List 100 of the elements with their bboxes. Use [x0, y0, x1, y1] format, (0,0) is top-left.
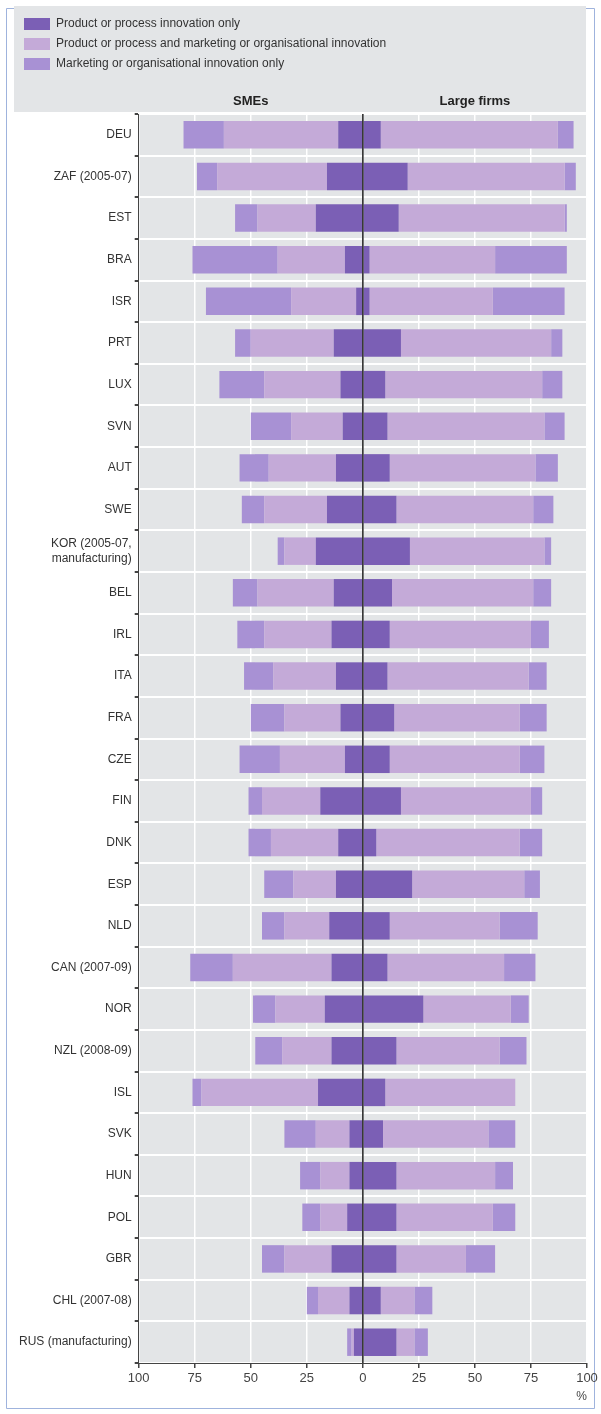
y-tick-label: PRT [107, 335, 133, 350]
bar [412, 870, 525, 898]
bar [344, 245, 363, 274]
bar [183, 121, 224, 149]
bar [264, 370, 341, 399]
bar [219, 370, 265, 399]
bar [277, 537, 285, 565]
bar [363, 1203, 397, 1232]
bar [232, 953, 332, 982]
bar [363, 953, 388, 982]
bar [564, 162, 576, 191]
bar [320, 787, 363, 815]
bar [329, 912, 363, 940]
bar [363, 1328, 397, 1356]
bar [391, 579, 534, 607]
bar [201, 1078, 319, 1107]
bar [291, 287, 357, 316]
bar [544, 537, 552, 565]
bar [398, 204, 565, 232]
bar [369, 245, 496, 274]
bar [250, 703, 285, 732]
bar [363, 662, 388, 690]
bar [396, 495, 534, 524]
bar [519, 745, 545, 774]
bar [344, 745, 363, 774]
x-tick-label: 50 [243, 1370, 259, 1386]
bar [363, 537, 410, 565]
bar [544, 412, 565, 440]
bar [363, 620, 390, 649]
y-tick-label: ISR [111, 293, 133, 308]
bar [331, 953, 363, 982]
y-tick-label: RUS (manufacturing) [18, 1334, 132, 1349]
bar [363, 828, 377, 857]
bar [248, 828, 271, 857]
bar [315, 204, 363, 232]
bar [524, 870, 540, 898]
x-tick-label: 100 [576, 1370, 598, 1386]
bar [396, 1328, 415, 1356]
bar [409, 537, 545, 565]
bar [394, 703, 520, 732]
bar [353, 1328, 363, 1356]
bar [351, 1328, 354, 1356]
bar [387, 953, 505, 982]
x-tick-label: 75 [187, 1370, 202, 1386]
bar [293, 870, 336, 898]
bar [530, 620, 549, 649]
bar [376, 828, 520, 857]
bar [363, 870, 413, 898]
bar [277, 245, 345, 274]
bar [389, 454, 536, 482]
bar [363, 912, 390, 940]
bar [268, 454, 336, 482]
bar [333, 579, 363, 607]
bar [363, 370, 386, 399]
bar [363, 1286, 381, 1315]
bar [333, 329, 363, 357]
bar [300, 1161, 321, 1190]
x-tick-label: 50 [467, 1370, 483, 1386]
x-tick-label: 100 [127, 1370, 150, 1386]
bar [495, 1161, 514, 1190]
bar [363, 495, 397, 524]
bar [363, 1161, 397, 1190]
x-tick-label: 25 [411, 1370, 427, 1386]
bar [423, 995, 511, 1023]
bar [335, 870, 363, 898]
bar [387, 412, 545, 440]
bar [264, 870, 294, 898]
bar [535, 454, 558, 482]
legend-label: Product or process innovation only [56, 16, 241, 31]
y-tick-label: FRA [107, 710, 132, 724]
y-tick-label: BRA [107, 252, 132, 267]
bar [385, 370, 543, 399]
bar [302, 1203, 321, 1232]
bar [400, 329, 552, 357]
y-tick-label: CAN (2007-09) [51, 959, 132, 974]
y-tick-label: LUX [108, 376, 132, 391]
bar [400, 787, 531, 815]
bar [356, 287, 363, 316]
bar [389, 912, 500, 940]
bar [315, 1120, 350, 1148]
bar [331, 1245, 363, 1273]
bar [239, 745, 280, 774]
bar [363, 1245, 397, 1273]
y-tick-label: ITA [113, 668, 132, 683]
bar [235, 329, 251, 357]
bar [499, 912, 538, 940]
bar [335, 454, 363, 482]
bar [363, 412, 388, 440]
bar [320, 1161, 350, 1190]
bar [385, 1078, 516, 1107]
bar [363, 1037, 397, 1065]
y-tick-label: ZAF (2005-07) [53, 168, 132, 183]
bar [270, 828, 339, 857]
bar [349, 1286, 363, 1315]
bar [551, 329, 563, 357]
bar [363, 1120, 384, 1148]
bar [363, 329, 401, 357]
bar [349, 1120, 363, 1148]
bar [533, 579, 552, 607]
y-tick-label: DEU [106, 127, 132, 142]
